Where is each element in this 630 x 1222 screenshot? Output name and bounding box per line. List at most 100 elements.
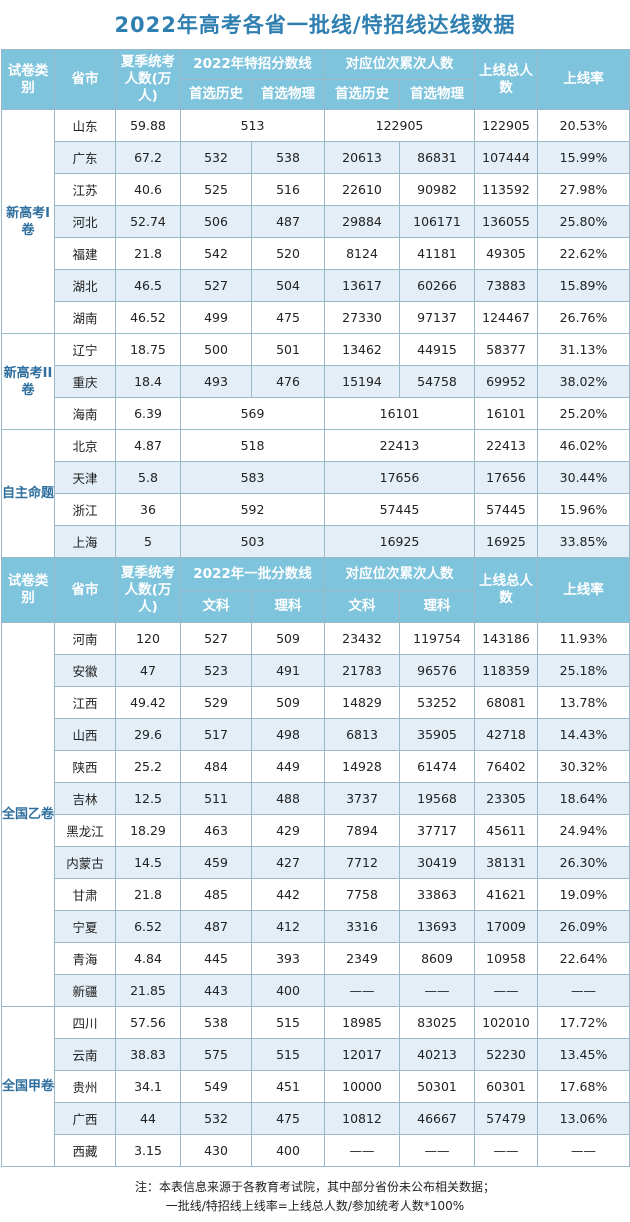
score-b-cell: 451 [250,1070,326,1103]
table-row: 内蒙古 14.5 459 427 7712 30419 38131 26.30% [2,846,630,879]
province-cell: 新疆 [54,974,116,1007]
table-row: 广西 44 532 475 10812 46667 57479 13.06% [2,1102,630,1135]
rate-cell: —— [537,1134,630,1167]
rank-b-cell: 35905 [399,718,476,751]
rank-a-cell: 14829 [324,686,401,719]
header-sub-a: 文科 [180,590,252,623]
table-row: 西藏 3.15 430 400 —— —— —— —— [2,1134,630,1167]
total-cell: 22413 [474,429,539,462]
table-row: 河北 52.74 506 487 29884 106171 136055 25.80% [2,205,630,238]
page-title: 2022年高考各省一批线/特招线达线数据 [114,13,516,37]
score-b-cell: 509 [250,686,326,719]
score-a-cell: 549 [180,1070,252,1103]
candidates-cell: 38.83 [115,1038,181,1071]
total-cell: 113592 [474,173,539,206]
header-sub-b: 理科 [250,590,326,623]
table-row: 甘肃 21.8 485 442 7758 33863 41621 19.09% [2,878,630,911]
group-label: 全国甲卷 [1,1006,55,1167]
score-b-cell: 400 [250,1134,326,1167]
score-b-cell: 498 [250,718,326,751]
rate-cell: 13.78% [537,686,630,719]
rate-cell: 15.89% [537,269,630,302]
candidates-cell: 40.6 [115,173,181,206]
total-cell: 16101 [474,397,539,430]
score-b-cell: 476 [250,365,326,398]
total-cell: 102010 [474,1006,539,1039]
rate-cell: 26.09% [537,910,630,943]
header-total: 上线总人数 [474,557,539,623]
total-cell: 57445 [474,493,539,526]
table-row: 黑龙江 18.29 463 429 7894 37717 45611 24.94% [2,814,630,847]
province-cell: 甘肃 [54,878,116,911]
candidates-cell: 57.56 [115,1006,181,1039]
group-label: 自主命题 [1,429,55,558]
province-cell: 湖北 [54,269,116,302]
table-row: 宁夏 6.52 487 412 3316 13693 17009 26.09% [2,910,630,943]
rank-cell: 16101 [324,397,476,430]
province-cell: 云南 [54,1038,116,1071]
candidates-cell: 18.75 [115,333,181,366]
rate-cell: 46.02% [537,429,630,462]
score-a-cell: 485 [180,878,252,911]
province-cell: 海南 [54,397,116,430]
candidates-cell: 18.29 [115,814,181,847]
score-b-cell: 429 [250,814,326,847]
score-line-cell: 592 [179,493,326,526]
candidates-cell: 44 [115,1102,181,1135]
total-cell: —— [474,974,539,1007]
province-cell: 安徽 [54,654,116,687]
total-cell: 69952 [474,365,539,398]
province-cell: 山东 [54,109,116,142]
group-label: 新高考II卷 [1,333,55,430]
candidates-cell: 6.52 [115,910,181,943]
rank-a-cell: 14928 [324,750,401,783]
rate-cell: 25.80% [537,205,630,238]
rate-cell: 15.96% [537,493,630,526]
score-a-cell: 523 [180,654,252,687]
table-row: 江苏 40.6 525 516 22610 90982 113592 27.98% [2,173,630,206]
province-cell: 江西 [54,686,116,719]
total-cell: 23305 [474,782,539,815]
total-cell: —— [474,1134,539,1167]
rate-cell: 19.09% [537,878,630,911]
score-b-cell: 427 [250,846,326,879]
province-cell: 广西 [54,1102,116,1135]
rank-a-cell: 15194 [324,365,401,398]
rank-b-cell: 19568 [399,782,476,815]
rank-a-cell: 8124 [324,237,401,270]
table-row: 新高考II卷 辽宁 18.75 500 501 13462 44915 58377 31.13% [1,333,630,430]
score-a-cell: 532 [180,141,252,174]
candidates-cell: 6.39 [115,397,181,430]
rank-b-cell: 8609 [399,942,476,975]
candidates-cell: 14.5 [115,846,181,879]
candidates-cell: 21.8 [115,878,181,911]
rank-a-cell: 29884 [324,205,401,238]
table-body: 试卷类别 省市 夏季统考人数(万人) 2022年特招分数线 对应位次累次人数 上线总人数上… [1,49,630,1167]
rank-b-cell: 54758 [399,365,476,398]
rate-cell: —— [537,974,630,1007]
rank-b-cell: 60266 [399,269,476,302]
province-cell: 西藏 [54,1134,116,1167]
province-cell: 北京 [54,429,116,462]
rank-a-cell: 7894 [324,814,401,847]
score-b-cell: 501 [250,333,326,366]
rank-b-cell: 46667 [399,1102,476,1135]
score-b-cell: 516 [250,173,326,206]
header-sub-d: 首选物理 [399,79,476,110]
province-cell: 黑龙江 [54,814,116,847]
header-candidates: 夏季统考人数(万人) [115,49,181,110]
candidates-cell: 67.2 [115,141,181,174]
province-cell: 吉林 [54,782,116,815]
score-a-cell: 459 [180,846,252,879]
rank-a-cell: 13462 [324,333,401,366]
score-b-cell: 475 [250,1102,326,1135]
rank-b-cell: 30419 [399,846,476,879]
score-a-cell: 527 [180,622,252,655]
rate-cell: 26.30% [537,846,630,879]
rank-a-cell: 10000 [324,1070,401,1103]
total-cell: 17009 [474,910,539,943]
score-a-cell: 532 [180,1102,252,1135]
rank-a-cell: 23432 [324,622,401,655]
score-b-cell: 442 [250,878,326,911]
header-rate: 上线率 [537,49,630,110]
